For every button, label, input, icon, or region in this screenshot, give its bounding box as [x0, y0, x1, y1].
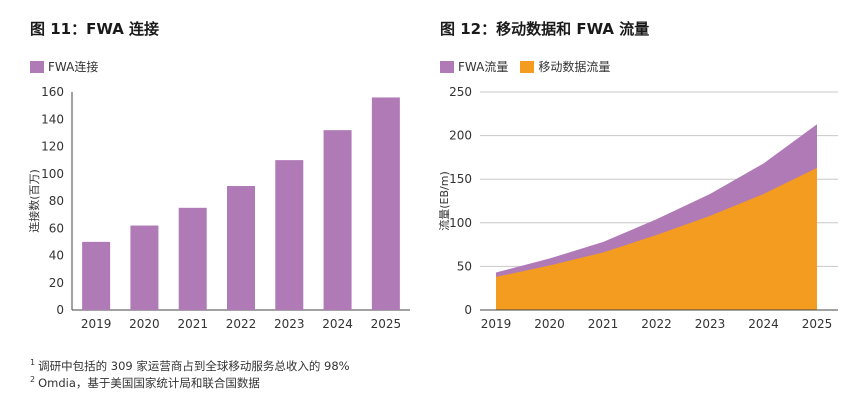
chart1-bar — [275, 160, 304, 310]
chart1-legend-swatch — [30, 60, 44, 73]
footnote-1-text: 调研中包括的 309 家运营商占到全球移动服务总收入的 98% — [38, 359, 350, 373]
chart2-legend-swatch-fwa — [440, 60, 454, 73]
chart2-legend-label-mobile: 移动数据流量 — [538, 60, 611, 74]
chart1-y-tick-label: 20 — [49, 276, 64, 290]
chart2-y-tick-label: 150 — [449, 172, 472, 186]
chart2-x-tick-label: 2023 — [695, 317, 726, 331]
chart1-y-axis-label: 连接数(百万) — [28, 169, 41, 233]
chart2-y-tick-label: 0 — [464, 303, 472, 317]
chart2-x-tick-label: 2021 — [588, 317, 619, 331]
chart1-bar — [371, 97, 400, 310]
chart2-legend-item-fwa: FWA流量 — [440, 58, 508, 75]
chart1-x-tick-label: 2022 — [226, 317, 257, 331]
chart1-x-tick-label: 2025 — [371, 317, 402, 331]
chart1-bar — [227, 186, 255, 310]
chart1-bar — [130, 225, 159, 310]
chart2-x-tick-label: 2024 — [748, 317, 779, 331]
chart2-x-tick-label: 2025 — [802, 317, 833, 331]
chart1-y-tick-label: 100 — [41, 167, 64, 181]
chart2-area-mobile — [496, 167, 817, 310]
chart1-legend-label: FWA连接 — [48, 60, 99, 74]
footnote-2-text: Omdia，基于美国国家统计局和联合国数据 — [38, 376, 260, 390]
chart2-legend-swatch-mobile — [520, 60, 535, 73]
chart1-y-tick-label: 40 — [49, 249, 64, 263]
footnote-2-mark: 2 — [30, 375, 36, 385]
chart1-x-tick-label: 2024 — [322, 317, 353, 331]
chart2-legend-item-mobile: 移动数据流量 — [520, 58, 610, 75]
footnote-2: 2 Omdia，基于美国国家统计局和联合国数据 — [30, 375, 260, 391]
chart1-bar — [178, 207, 207, 310]
chart1-y-tick-label: 80 — [49, 194, 64, 208]
chart1-title: 图 11：FWA 连接 — [30, 20, 160, 38]
chart1-y-tick-label: 60 — [49, 221, 64, 235]
chart2-legend: FWA流量 移动数据流量 — [440, 58, 622, 75]
chart1-legend: FWA连接 — [30, 58, 110, 75]
chart2-x-tick-label: 2020 — [534, 317, 565, 331]
chart2-y-tick-label: 200 — [449, 129, 472, 143]
chart1-bar — [82, 241, 111, 310]
chart1-x-tick-label: 2021 — [177, 317, 208, 331]
footnote-1: 1 调研中包括的 309 家运营商占到全球移动服务总收入的 98% — [30, 358, 350, 374]
chart1-y-tick-label: 160 — [41, 85, 64, 99]
chart2-x-tick-label: 2019 — [481, 317, 512, 331]
chart2-legend-label-fwa: FWA流量 — [458, 60, 509, 74]
chart2-title: 图 12：移动数据和 FWA 流量 — [440, 20, 650, 38]
chart1-x-tick-label: 2020 — [129, 317, 160, 331]
chart1-x-tick-label: 2019 — [81, 317, 112, 331]
chart1-y-tick-label: 0 — [56, 303, 64, 317]
chart2-y-axis-label: 流量(EB/m) — [437, 171, 451, 231]
chart1-bar — [323, 130, 352, 310]
chart1-y-tick-label: 120 — [41, 140, 64, 154]
chart1-x-tick-label: 2023 — [274, 317, 305, 331]
chart2-x-tick-label: 2022 — [641, 317, 672, 331]
chart1-legend-item: FWA连接 — [30, 58, 98, 75]
chart2-y-tick-label: 250 — [449, 85, 472, 99]
chart1-y-tick-label: 140 — [41, 112, 64, 126]
chart2-y-tick-label: 50 — [457, 259, 472, 273]
footnote-1-mark: 1 — [30, 358, 36, 368]
chart2-y-tick-label: 100 — [449, 216, 472, 230]
